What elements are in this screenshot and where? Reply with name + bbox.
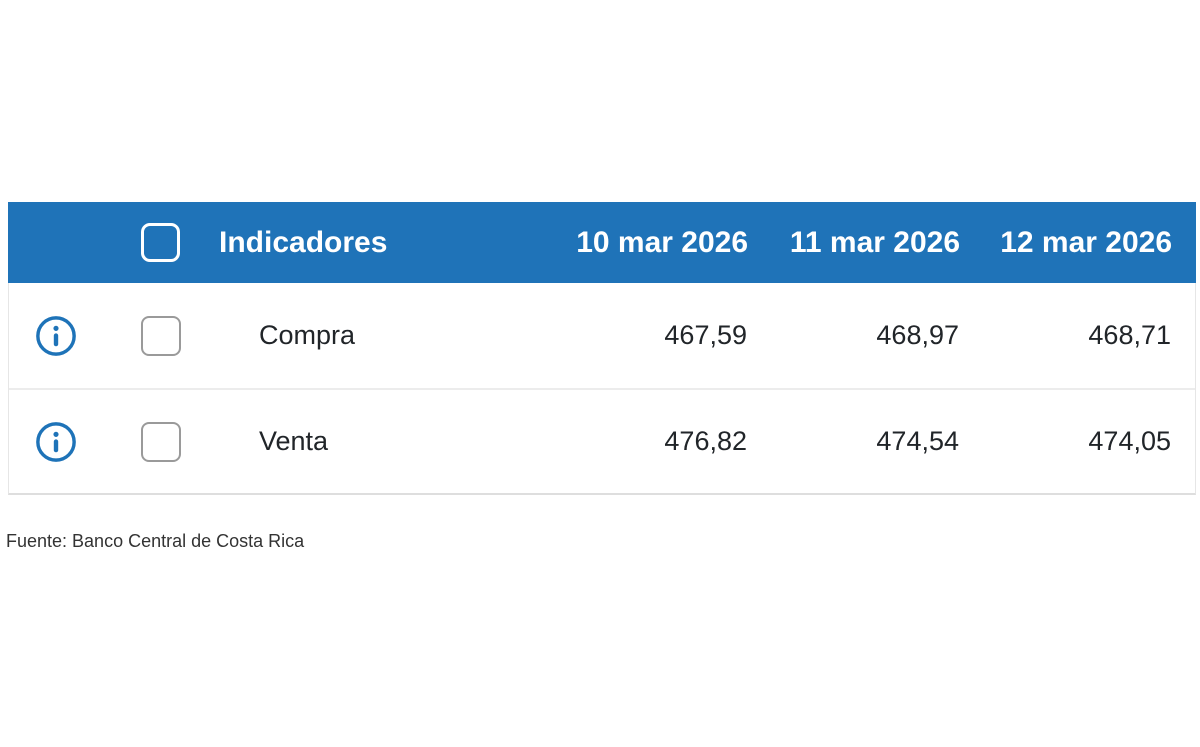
table-header-row: Indicadores 10 mar 2026 11 mar 2026 12 m… <box>8 202 1196 283</box>
info-cell <box>9 421 119 463</box>
row-value: 474,54 <box>876 426 959 456</box>
info-icon[interactable] <box>35 421 77 463</box>
row-value: 468,97 <box>876 320 959 350</box>
select-all-checkbox[interactable] <box>141 223 180 262</box>
row-value: 474,05 <box>1088 426 1171 456</box>
header-date-col-3: 12 mar 2026 <box>1000 225 1172 259</box>
header-date-col-2: 11 mar 2026 <box>789 225 960 259</box>
table-row-compra: Compra 467,59 468,97 468,71 <box>9 283 1195 388</box>
header-indicators-label: Indicadores <box>219 225 388 259</box>
row-value: 467,59 <box>664 320 747 350</box>
checkbox-cell <box>119 315 219 356</box>
row-value: 468,71 <box>1088 320 1171 350</box>
info-icon[interactable] <box>35 315 77 357</box>
source-text: Fuente: Banco Central de Costa Rica <box>6 531 305 551</box>
row-checkbox[interactable] <box>141 421 181 462</box>
header-checkbox-cell <box>118 223 218 262</box>
table-row-venta: Venta 476,82 474,54 474,05 <box>9 388 1195 493</box>
row-label: Venta <box>259 426 329 456</box>
header-date-col-1: 10 mar 2026 <box>576 225 748 259</box>
row-label: Compra <box>259 320 356 350</box>
table-body: Compra 467,59 468,97 468,71 <box>8 283 1196 495</box>
checkbox-cell <box>119 421 219 462</box>
row-value: 476,82 <box>664 426 747 456</box>
info-cell <box>9 315 119 357</box>
row-checkbox[interactable] <box>141 315 181 356</box>
indicators-table: Indicadores 10 mar 2026 11 mar 2026 12 m… <box>8 202 1196 495</box>
